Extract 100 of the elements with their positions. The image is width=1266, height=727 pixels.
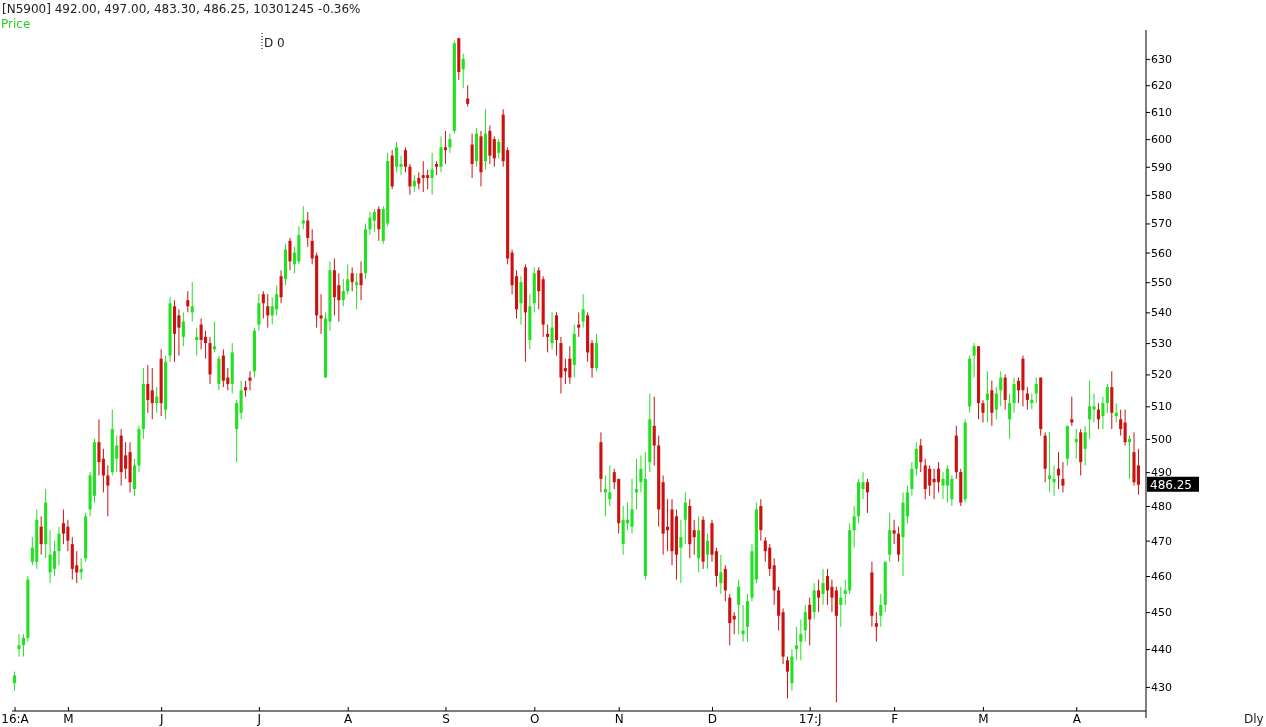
chart-subtitle: Price (1, 17, 31, 31)
candlestick (497, 138, 501, 159)
candlestick (421, 160, 425, 193)
y-tick-label: 500 (1151, 432, 1172, 446)
candlestick (1096, 402, 1101, 430)
candlestick (13, 671, 17, 692)
x-tick-label: O (530, 711, 540, 726)
candlestick (439, 135, 443, 173)
candlestick (812, 582, 816, 620)
candlestick (825, 568, 830, 606)
candlestick (981, 399, 985, 424)
y-tick-label: 540 (1151, 306, 1172, 320)
candlestick (923, 458, 927, 500)
candlestick (914, 441, 918, 476)
candlestick (1061, 461, 1065, 493)
candlestick (874, 611, 878, 643)
candlestick (21, 633, 25, 658)
text: 486.25 (1150, 477, 1192, 492)
y-tick-label: 510 (1151, 400, 1172, 414)
candlestick (865, 478, 870, 514)
candlestick (372, 208, 376, 233)
candlestick (1101, 396, 1105, 430)
chart-title: [N5900] 492.00, 497.00, 483.30, 486.25, 10301245 -0.36% (2, 2, 361, 16)
candlestick (239, 380, 243, 420)
candlestick (146, 364, 150, 414)
candlestick (66, 519, 70, 552)
candlestick (537, 266, 541, 310)
candlestick (403, 146, 408, 173)
text: Dly (1244, 712, 1264, 726)
annotation: D 0 (264, 36, 285, 50)
candlestick (270, 296, 274, 326)
candlestick (1012, 377, 1016, 414)
candlestick (443, 130, 448, 165)
candlestick (945, 464, 949, 504)
x-tick-label: J (158, 711, 164, 726)
candlestick (519, 275, 523, 326)
candlestick (346, 263, 350, 295)
candlestick (186, 290, 190, 313)
candlestick (1105, 383, 1109, 414)
candlestick (568, 345, 572, 385)
candlestick (1136, 448, 1140, 496)
candlestick (337, 272, 341, 323)
y-tick-label: 580 (1151, 188, 1172, 202)
candlestick (550, 311, 554, 350)
candlestick (683, 491, 687, 545)
x-tick-label: D (707, 711, 718, 726)
candlestick (341, 278, 345, 307)
candlestick (350, 266, 354, 292)
candlestick (985, 370, 989, 424)
candlestick (546, 324, 550, 353)
candlestick (355, 272, 359, 310)
y-tick-label: 630 (1151, 52, 1172, 66)
candlestick (1025, 386, 1029, 411)
candlestick (1092, 393, 1096, 424)
candlestick (275, 284, 279, 316)
candlestick (492, 135, 496, 168)
candlestick (941, 471, 945, 500)
candlestick (652, 396, 656, 466)
candlestick (919, 438, 923, 473)
candlestick (177, 308, 181, 357)
candlestick (999, 370, 1003, 407)
candlestick (1008, 393, 1012, 440)
y-tick-label: 460 (1151, 570, 1172, 584)
candlestick (52, 540, 57, 577)
candlestick (1114, 402, 1118, 424)
candlestick (426, 169, 430, 190)
candlestick (470, 133, 474, 179)
candlestick (181, 311, 185, 347)
candlestick (132, 458, 137, 497)
y-tick-label: 590 (1151, 160, 1172, 174)
x-tick-label: 17:J (798, 711, 822, 726)
candlestick (279, 269, 283, 304)
candlestick (892, 519, 896, 545)
candlestick (257, 293, 261, 332)
y-tick-label: 620 (1151, 79, 1172, 93)
candlestick (377, 205, 381, 242)
x-tick-label: F (891, 711, 899, 726)
candlestick (48, 529, 52, 584)
candlestick (461, 53, 465, 89)
candlestick (639, 454, 643, 493)
candlestick (1048, 431, 1052, 493)
candlestick (97, 418, 101, 476)
candlestick (266, 293, 270, 329)
candlestick (212, 321, 217, 353)
candlestick (61, 508, 65, 545)
candlestick (408, 163, 412, 196)
candlestick (803, 604, 807, 643)
candlestick (106, 464, 110, 517)
candlestick (261, 290, 265, 319)
y-tick-label: 530 (1151, 337, 1172, 351)
candlestick (368, 211, 372, 236)
candlestick (1070, 396, 1074, 427)
candlestick (359, 260, 363, 301)
candlestick (448, 133, 452, 154)
candlestick (581, 293, 585, 329)
x-tick-label: S (442, 711, 450, 726)
x-tick-label: M (978, 711, 989, 726)
y-tick-label: 520 (1151, 368, 1172, 382)
candlestick (39, 515, 43, 556)
x-tick-label: J (256, 711, 262, 726)
